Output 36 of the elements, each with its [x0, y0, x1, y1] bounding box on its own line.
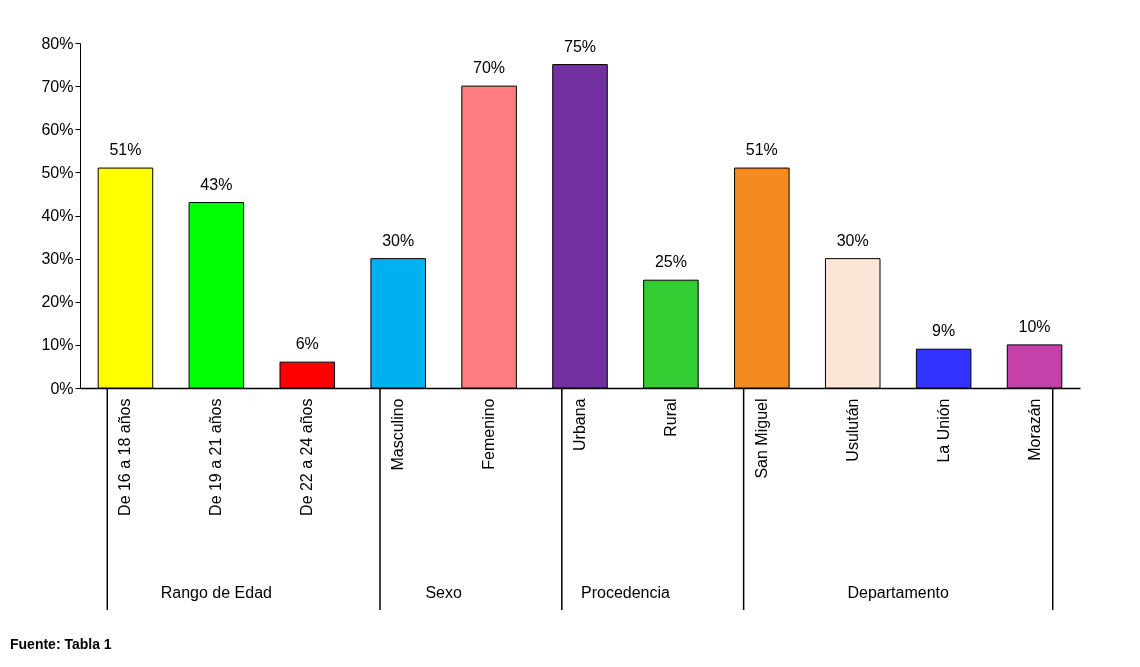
data-label: 43% [200, 175, 233, 193]
y-tick-label: 30% [41, 250, 74, 268]
data-label: 30% [382, 231, 415, 249]
data-label: 30% [836, 231, 869, 249]
data-label: 25% [654, 253, 687, 271]
x-tick-label: Morazán [1025, 398, 1043, 461]
data-label: 9% [932, 322, 956, 340]
x-tick-label: Urbana [571, 398, 588, 451]
x-tick-label: Femenino [480, 398, 498, 470]
text: Rango de Edad [160, 584, 272, 601]
y-tick-label: 0% [50, 379, 74, 397]
data-label: 6% [295, 335, 319, 353]
data-label: 51% [745, 141, 778, 159]
x-tick-label: De 19 a 21 años [207, 398, 225, 516]
x-tick-label: La Unión [934, 398, 952, 463]
y-tick-label: 70% [41, 77, 74, 95]
text: Procedencia [580, 584, 671, 601]
y-tick-label: 40% [41, 207, 74, 224]
y-tick-label: 10% [41, 336, 74, 354]
x-tick-label: De 16 a 18 años [116, 398, 134, 516]
x-tick-label: Rural [661, 398, 679, 437]
x-tick-label: De 22 a 24 años [298, 398, 316, 516]
y-tick-label: 80% [41, 34, 74, 52]
text: Sexo [425, 584, 462, 601]
y-tick-label: 60% [41, 120, 74, 138]
data-label: 70% [473, 59, 506, 77]
source-note: Fuente: Tabla 1 [10, 636, 112, 652]
data-label: 51% [109, 141, 142, 159]
x-tick-label: San Miguel [752, 398, 770, 479]
y-tick-label: 20% [41, 293, 74, 311]
y-tick-label: 50% [41, 163, 74, 181]
x-tick-label: Usulután [843, 398, 861, 462]
text: Departamento [847, 584, 949, 601]
data-label: 75% [563, 37, 597, 55]
data-label: 10% [1018, 317, 1051, 335]
x-tick-label: Masculino [389, 398, 407, 471]
